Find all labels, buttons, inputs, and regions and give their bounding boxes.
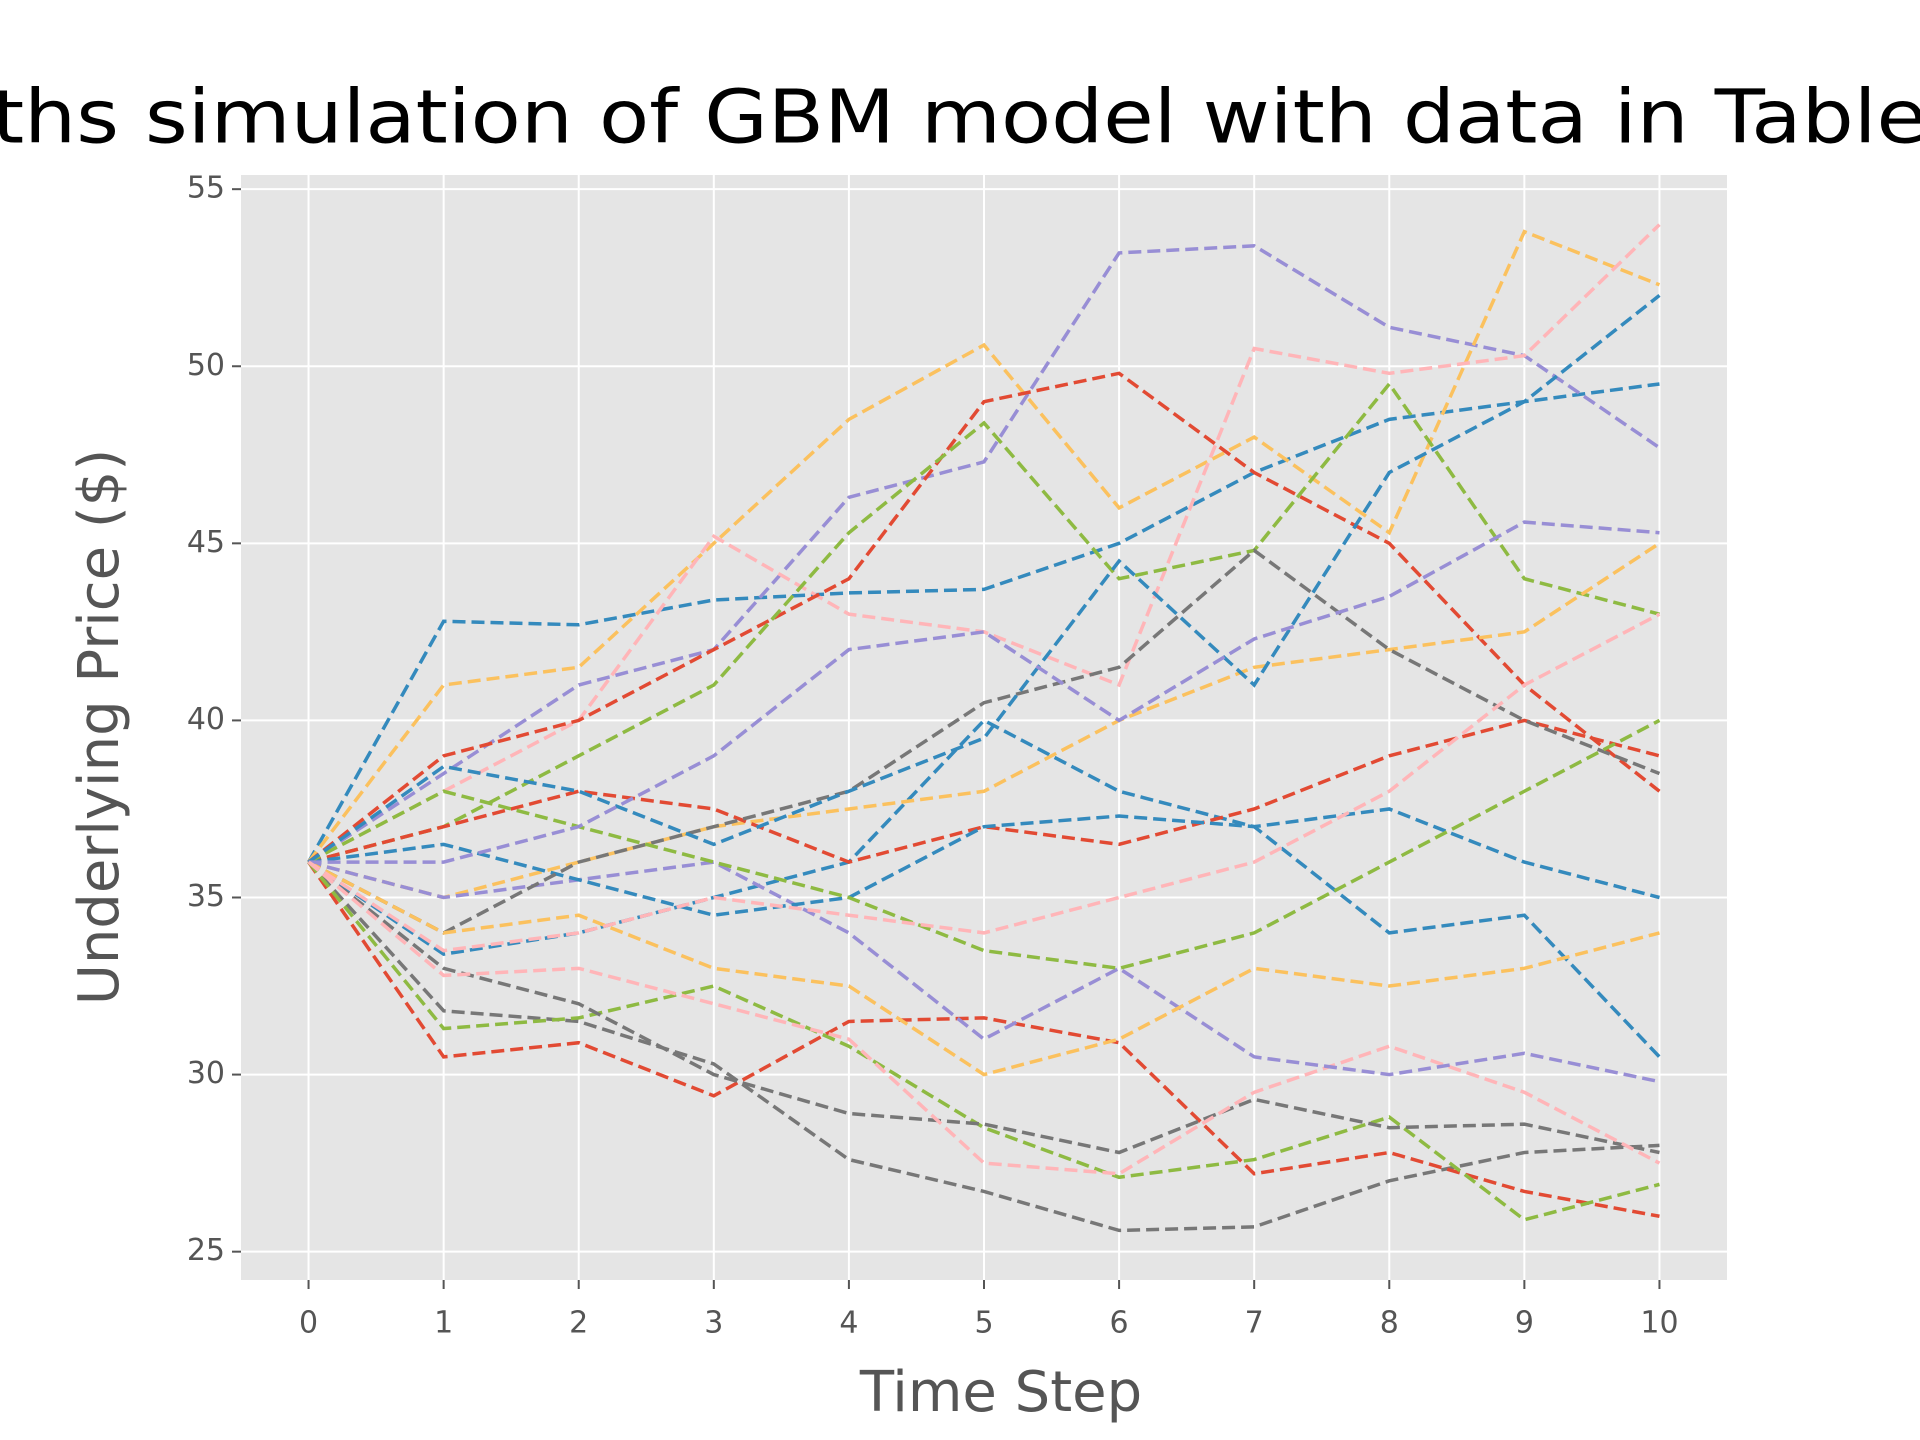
y-tick-label: 55 [187,171,225,206]
price-path [307,860,1660,1233]
y-tick-label: 30 [187,1056,225,1091]
y-tick-label: 25 [187,1233,225,1268]
x-tick-label: 4 [839,1306,858,1341]
price-path [307,294,1661,864]
price-path [307,244,1661,864]
x-axis-label: Time Step [859,1360,1142,1425]
price-path [307,860,1661,1176]
price-path [308,381,1660,864]
price-path [308,541,1661,900]
x-tick-label: 1 [434,1306,453,1341]
price-path [307,223,1661,864]
series-group [307,223,1661,1233]
price-path [307,371,1661,864]
price-path [307,382,1660,863]
x-tick-label: 8 [1380,1306,1399,1341]
y-tick-label: 35 [187,879,225,914]
x-tick-label: 10 [1640,1306,1678,1341]
x-tick-label: 0 [299,1306,318,1341]
price-path [308,718,1660,864]
price-path [307,860,1660,1155]
y-axis-label: Underlying Price ($) [67,449,132,1005]
y-tick-label: 40 [187,702,225,737]
price-path [307,229,1661,864]
x-tick-label: 2 [569,1306,588,1341]
price-path [308,807,1660,917]
x-tick-label: 9 [1515,1306,1534,1341]
y-tick-label: 50 [187,348,225,383]
chart-title: ths simulation of GBM model with data in… [0,75,1920,161]
y-tick-label: 45 [187,525,225,560]
price-path [307,860,1660,1222]
x-tick-label: 3 [704,1306,723,1341]
price-path [308,520,1660,864]
price-path [307,548,1661,935]
x-tick-label: 5 [974,1306,993,1341]
price-path [307,861,1660,1218]
x-tick-label: 6 [1110,1306,1129,1341]
x-tick-label: 7 [1245,1306,1264,1341]
price-path [307,612,1661,953]
price-path [307,860,1660,1077]
